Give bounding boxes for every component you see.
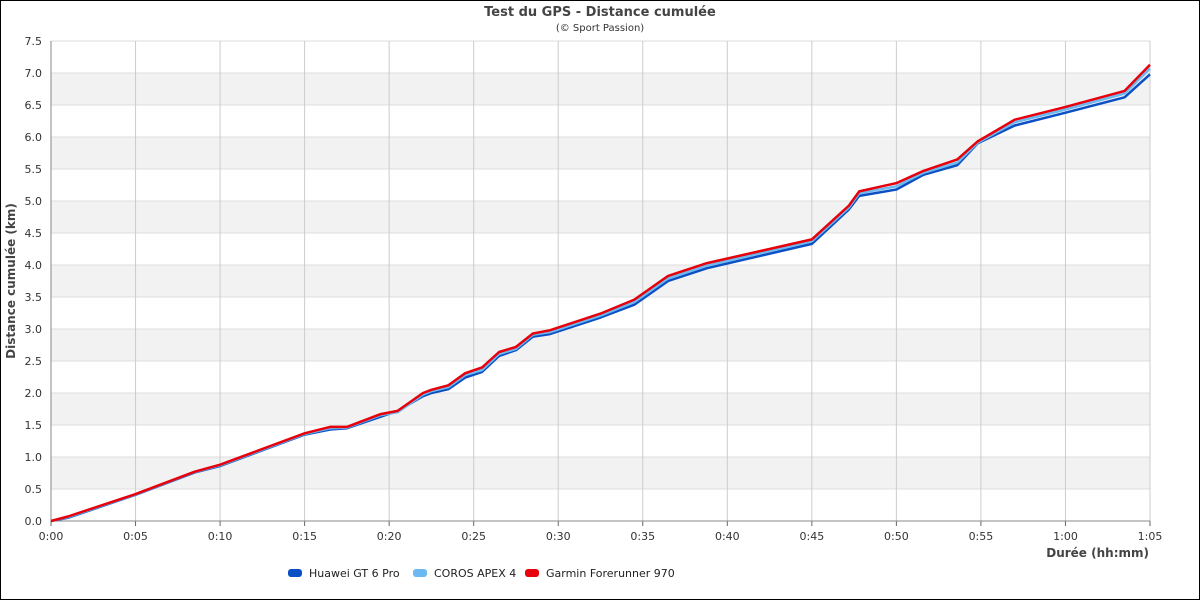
chart-subtitle: (© Sport Passion): [556, 23, 644, 34]
grid-band: [51, 73, 1150, 105]
legend-swatch: [288, 569, 302, 577]
chart-title: Test du GPS - Distance cumulée: [484, 5, 716, 20]
y-tick-label: 6.0: [25, 131, 43, 144]
y-tick-label: 5.0: [25, 195, 43, 208]
grid-band: [51, 137, 1150, 169]
y-tick-label: 7.0: [25, 67, 43, 80]
legend-label: Huawei GT 6 Pro: [309, 567, 400, 580]
x-tick-label: 0:30: [546, 530, 571, 543]
series-line-garmin-forerunner-970: [50, 63, 1151, 523]
y-tick-label: 7.5: [25, 35, 43, 48]
grid-band: [51, 457, 1150, 489]
x-tick-label: 0:55: [969, 530, 994, 543]
y-tick-label: 1.5: [25, 419, 43, 432]
x-axis-label: Durée (hh:mm): [1046, 546, 1149, 560]
grid-band: [51, 393, 1150, 425]
y-tick-label: 2.5: [25, 355, 43, 368]
y-tick-label: 6.5: [25, 99, 43, 112]
x-tick-label: 0:35: [630, 530, 655, 543]
x-tick-label: 0:05: [123, 530, 148, 543]
legend-label: Garmin Forerunner 970: [546, 567, 675, 580]
x-tick-label: 1:05: [1138, 530, 1163, 543]
y-tick-label: 2.0: [25, 387, 43, 400]
x-tick-label: 0:20: [377, 530, 402, 543]
y-tick-label: 5.5: [25, 163, 43, 176]
legend-swatch: [525, 569, 539, 577]
y-tick-label: 1.0: [25, 451, 43, 464]
x-tick-label: 0:40: [715, 530, 740, 543]
y-tick-label: 0.5: [25, 483, 43, 496]
x-tick-label: 0:50: [884, 530, 909, 543]
x-tick-label: 0:25: [461, 530, 486, 543]
legend-label: COROS APEX 4: [434, 567, 516, 580]
grid-band: [51, 201, 1150, 233]
y-axis-label: Distance cumulée (km): [4, 203, 18, 359]
y-tick-label: 3.0: [25, 323, 43, 336]
x-tick-label: 0:15: [292, 530, 317, 543]
x-tick-label: 0:10: [208, 530, 233, 543]
y-tick-label: 0.0: [25, 515, 43, 528]
legend-swatch: [413, 569, 427, 577]
grid-band: [51, 265, 1150, 297]
y-tick-label: 3.5: [25, 291, 43, 304]
x-tick-label: 1:00: [1053, 530, 1078, 543]
x-tick-label: 0:45: [799, 530, 824, 543]
grid-band: [51, 329, 1150, 361]
y-tick-label: 4.5: [25, 227, 43, 240]
x-tick-label: 0:00: [39, 530, 64, 543]
y-tick-label: 4.0: [25, 259, 43, 272]
